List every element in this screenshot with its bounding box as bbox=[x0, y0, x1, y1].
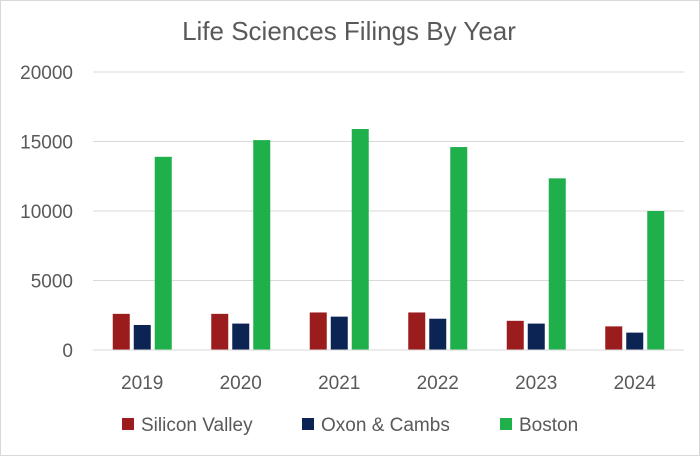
legend-swatch bbox=[302, 418, 314, 430]
legend-swatch bbox=[122, 418, 134, 430]
x-tick-label: 2022 bbox=[417, 373, 459, 394]
y-axis-tick-labels: 20000 15000 10000 5000 0 bbox=[20, 63, 73, 362]
bar-silicon-valley-2023 bbox=[506, 320, 524, 350]
y-tick-label: 5000 bbox=[31, 272, 73, 293]
x-tick-label: 2023 bbox=[515, 373, 557, 394]
legend-item-silicon-valley: Silicon Valley bbox=[122, 415, 253, 436]
bar-silicon-valley-2019 bbox=[112, 313, 130, 350]
legend-label: Boston bbox=[519, 415, 578, 436]
bar-boston-2023 bbox=[548, 178, 566, 350]
y-tick-label: 15000 bbox=[20, 133, 73, 154]
bar-boston-2019 bbox=[154, 156, 172, 350]
bars bbox=[112, 128, 665, 350]
legend: Silicon Valley Oxon & Cambs Boston bbox=[122, 415, 578, 436]
bar-silicon-valley-2024 bbox=[605, 326, 623, 350]
x-tick-label: 2021 bbox=[318, 373, 360, 394]
x-tick-label: 2020 bbox=[220, 373, 262, 394]
bar-oxon-cambs-2022 bbox=[429, 318, 447, 350]
legend-item-oxon-cambs: Oxon & Cambs bbox=[302, 415, 450, 436]
bar-silicon-valley-2020 bbox=[211, 313, 229, 350]
legend-label: Silicon Valley bbox=[141, 415, 253, 436]
bar-oxon-cambs-2021 bbox=[330, 316, 348, 350]
legend-label: Oxon & Cambs bbox=[321, 415, 450, 436]
bar-boston-2020 bbox=[253, 140, 271, 350]
bar-oxon-cambs-2020 bbox=[232, 323, 250, 350]
x-tick-label: 2024 bbox=[614, 373, 657, 394]
bar-boston-2024 bbox=[647, 211, 665, 350]
y-tick-label: 0 bbox=[62, 341, 73, 362]
bar-oxon-cambs-2019 bbox=[133, 324, 151, 350]
bar-silicon-valley-2021 bbox=[309, 312, 327, 350]
x-tick-label: 2019 bbox=[121, 373, 163, 394]
x-axis-tick-labels: 2019 2020 2021 2022 2023 2024 bbox=[121, 373, 656, 394]
bar-oxon-cambs-2023 bbox=[527, 323, 545, 350]
bar-boston-2022 bbox=[450, 147, 468, 350]
bar-oxon-cambs-2024 bbox=[626, 332, 644, 350]
chart-title: Life Sciences Filings By Year bbox=[182, 16, 516, 46]
y-tick-label: 10000 bbox=[20, 202, 73, 223]
legend-item-boston: Boston bbox=[500, 415, 578, 436]
bar-boston-2021 bbox=[351, 128, 369, 350]
legend-swatch bbox=[500, 418, 512, 430]
y-tick-label: 20000 bbox=[20, 63, 73, 84]
gridlines bbox=[93, 71, 684, 281]
bar-silicon-valley-2022 bbox=[408, 312, 426, 350]
